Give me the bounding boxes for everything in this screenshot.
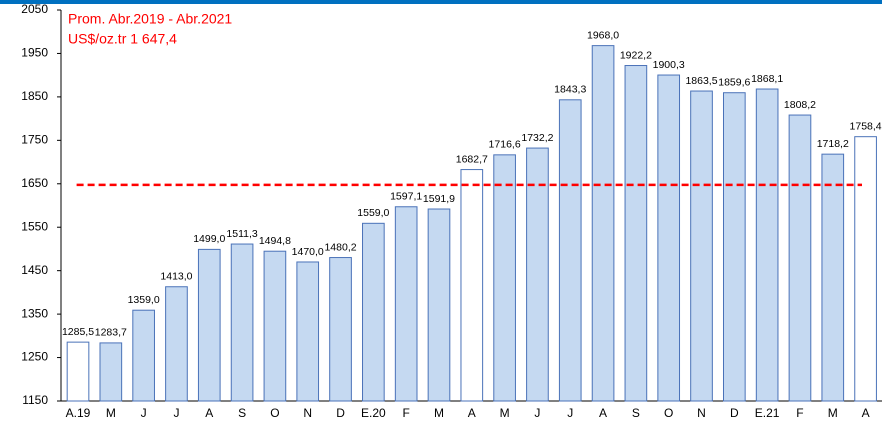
x-tick-label: F (402, 406, 409, 420)
bar (132, 309, 155, 402)
value-label: 1859,6 (718, 76, 750, 88)
y-tick-label: 1450 (21, 263, 48, 277)
y-tick-label: 1650 (21, 176, 48, 190)
value-label: 1808,2 (784, 99, 816, 111)
x-tick-label: E.21 (755, 406, 780, 420)
bar (263, 250, 287, 402)
value-label: 1494,8 (259, 235, 291, 247)
top-strip (0, 0, 882, 4)
value-label: 1716,6 (489, 139, 521, 151)
bar (230, 243, 254, 402)
bar (165, 286, 188, 402)
value-label: 1863,5 (685, 75, 717, 87)
value-label: 1559,0 (357, 207, 389, 219)
x-tick-label: M (434, 406, 444, 420)
x-tick-label: A (468, 406, 476, 420)
y-tick-label: 1350 (21, 306, 48, 320)
bar (624, 65, 648, 402)
x-tick-label: J (141, 406, 147, 420)
x-tick-label: M (828, 406, 838, 420)
x-tick-label: J (173, 406, 179, 420)
x-tick-label: S (632, 406, 640, 420)
bar (99, 342, 123, 402)
bar (329, 257, 352, 402)
x-tick-label: J (567, 406, 573, 420)
bar (558, 99, 582, 402)
bar (854, 136, 877, 402)
value-label: 1285,5 (62, 326, 94, 338)
bar (722, 92, 746, 402)
annotation: US$/oz.tr 1 647,4 (68, 31, 177, 47)
x-tick-label: M (106, 406, 116, 420)
y-tick-label: 1150 (22, 393, 48, 407)
bar (394, 206, 418, 402)
value-label: 1682,7 (456, 153, 488, 165)
y-tick-label: 1850 (21, 89, 48, 103)
x-tick-label: S (238, 406, 246, 420)
value-label: 1283,7 (95, 327, 127, 339)
x-tick-label: A (205, 406, 213, 420)
bar (197, 248, 221, 402)
x-tick-label: N (697, 406, 706, 420)
value-label: 1843,3 (554, 84, 586, 96)
value-label: 1591,9 (423, 193, 455, 205)
bar (460, 169, 484, 402)
bar (427, 208, 451, 402)
bar (362, 222, 385, 402)
bar (690, 90, 713, 402)
x-tick-label: A (862, 406, 870, 420)
x-tick-label: O (664, 406, 673, 420)
x-tick-label: N (303, 406, 312, 420)
x-tick-label: A.19 (66, 406, 91, 420)
bar (526, 147, 549, 402)
bar (296, 261, 320, 402)
y-tick-label: 1550 (21, 219, 48, 233)
x-tick-label: D (730, 406, 739, 420)
value-label: 1413,0 (160, 271, 192, 283)
bar (66, 341, 90, 402)
y-tick-label: 1750 (21, 133, 48, 147)
y-tick-label: 1950 (21, 46, 48, 60)
x-tick-label: M (500, 406, 510, 420)
annotation: Prom. Abr.2019 - Abr.2021 (68, 11, 232, 27)
bar (755, 88, 779, 402)
value-label: 1359,0 (128, 294, 160, 306)
bar (591, 45, 615, 402)
bar (821, 153, 845, 402)
value-label: 1732,2 (521, 132, 553, 144)
x-tick-label: J (534, 406, 540, 420)
x-tick-label: E.20 (361, 406, 386, 420)
bar (788, 114, 812, 402)
value-label: 1597,1 (390, 191, 422, 203)
x-tick-label: O (270, 406, 279, 420)
value-label: 1480,2 (324, 241, 356, 253)
x-tick-label: D (336, 406, 345, 420)
y-tick-label: 2050 (21, 2, 48, 16)
value-label: 1922,2 (620, 49, 652, 61)
value-label: 1470,0 (292, 246, 324, 258)
x-tick-label: A (599, 406, 607, 420)
value-label: 1718,2 (817, 138, 849, 150)
x-tick-label: F (796, 406, 803, 420)
bar (493, 154, 516, 402)
value-label: 1868,1 (751, 73, 783, 85)
value-label: 1511,3 (226, 228, 257, 240)
value-label: 1758,4 (850, 120, 882, 132)
value-label: 1968,0 (587, 29, 619, 41)
value-label: 1499,0 (193, 233, 225, 245)
bar (657, 74, 681, 402)
y-tick-label: 1250 (21, 350, 48, 364)
value-label: 1900,3 (653, 59, 685, 71)
